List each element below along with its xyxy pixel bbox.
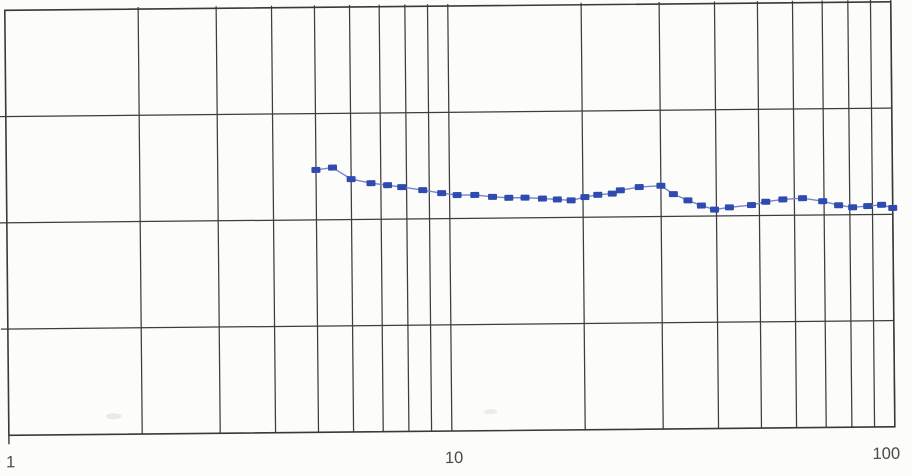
plot-border <box>3 1 896 445</box>
scan-smudges <box>105 409 498 420</box>
x-tick-label-1: 1 <box>6 453 15 471</box>
chart-tilt-group: 1 10 100 <box>0 0 900 471</box>
x-axis-tick-labels: 1 10 100 <box>6 445 900 472</box>
x-tick-label-100: 100 <box>872 445 900 463</box>
data-series <box>311 164 898 213</box>
gridlines <box>0 0 896 435</box>
x-tick-label-10: 10 <box>445 449 464 467</box>
